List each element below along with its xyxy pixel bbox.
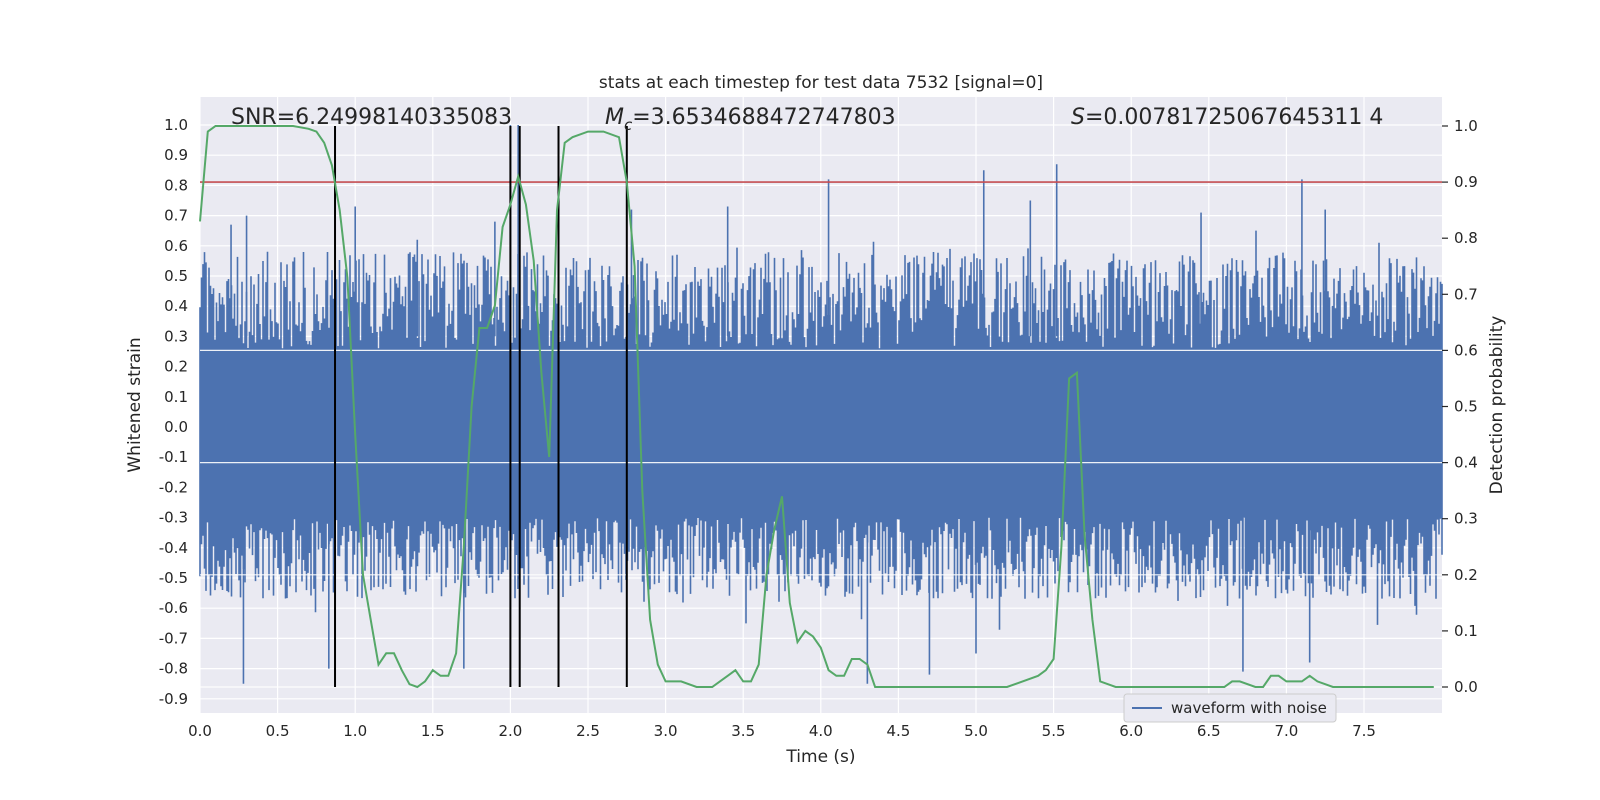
y-left-tick-label: 0.2 xyxy=(164,358,188,376)
detection-probability-series xyxy=(199,125,1434,689)
x-tick-label: 1.0 xyxy=(343,722,367,740)
y-left-tick-label: 0.9 xyxy=(164,146,188,164)
legend: waveform with noise xyxy=(1123,693,1337,723)
y-left-tick-label: -0.6 xyxy=(159,599,188,617)
y-left-tick-label: 0.7 xyxy=(164,207,188,225)
y-left-tick-label: -0.2 xyxy=(159,478,188,496)
y-right-tick-label: 0.8 xyxy=(1454,229,1478,247)
y-left-tick-label: -0.3 xyxy=(159,509,188,527)
mc-value: =3.6534688472747803 xyxy=(632,105,895,130)
y-right-tick-label: 0.3 xyxy=(1454,510,1478,528)
x-tick-label: 4.5 xyxy=(886,722,910,740)
x-tick-label: 3.5 xyxy=(731,722,755,740)
y-right-axis-label: Detection probability xyxy=(1487,316,1507,495)
y-left-tick-label: 0.8 xyxy=(164,176,188,194)
y-left-axis-label: Whitened strain xyxy=(125,337,145,472)
s-annotation: S=0.00781725067645311 4 xyxy=(1071,105,1383,130)
s-value: =0.00781725067645311 4 xyxy=(1085,105,1383,130)
x-axis-ticks: 0.0 0.5 1.0 1.5 2.0 2.5 3.0 3.5 4.0 4.5 5.0 5.5 6.0 6… xyxy=(188,722,1376,740)
mc-label: M xyxy=(605,105,624,130)
y-left-tick-label: 0.1 xyxy=(164,388,188,406)
x-tick-label: 7.0 xyxy=(1274,722,1298,740)
snr-label: SNR xyxy=(231,105,277,130)
y-right-tick-label: 0.7 xyxy=(1454,285,1478,303)
y-right-tick-label: 0.9 xyxy=(1454,173,1478,191)
x-tick-label: 2.0 xyxy=(498,722,522,740)
x-tick-label: 7.5 xyxy=(1352,722,1376,740)
waveform-core xyxy=(200,348,1442,518)
x-tick-label: 6.5 xyxy=(1197,722,1221,740)
s-label: S xyxy=(1071,105,1085,130)
y-right-axis-ticks: 1.0 0.9 0.8 0.7 0.6 0.5 0.4 0.3 0.2 0.1 0.0 xyxy=(1442,117,1478,696)
y-right-tick-label: 0.0 xyxy=(1454,678,1478,696)
y-left-tick-label: 0.0 xyxy=(164,418,188,436)
waveform-with-noise xyxy=(199,125,1443,688)
legend-label: waveform with noise xyxy=(1171,699,1327,717)
snr-annotation: SNR=6.24998140335083 xyxy=(231,105,512,130)
y-left-tick-label: 0.4 xyxy=(164,297,188,315)
y-left-tick-label: -0.7 xyxy=(159,629,188,647)
chirp-mass-annotation: Mc=3.6534688472747803 xyxy=(605,105,896,134)
y-left-tick-label: -0.4 xyxy=(159,539,188,557)
x-tick-label: 0.0 xyxy=(188,722,212,740)
y-right-tick-label: 0.6 xyxy=(1454,341,1478,359)
x-tick-label: 5.5 xyxy=(1042,722,1066,740)
mc-subscript: c xyxy=(624,116,633,134)
y-left-tick-label: 1.0 xyxy=(164,116,188,134)
y-left-tick-label: -0.9 xyxy=(159,690,188,708)
y-right-tick-label: 0.4 xyxy=(1454,454,1478,472)
y-left-tick-label: -0.5 xyxy=(159,569,188,587)
x-tick-label: 2.5 xyxy=(576,722,600,740)
detection-probability-line xyxy=(199,125,1434,689)
x-tick-label: 0.5 xyxy=(266,722,290,740)
y-left-tick-label: -0.1 xyxy=(159,448,188,466)
y-left-axis-ticks: 1.0 0.9 0.8 0.7 0.6 0.5 0.4 0.3 0.2 0.1 0.0 -0.1 -0.… xyxy=(159,116,188,708)
y-right-tick-label: 1.0 xyxy=(1454,117,1478,135)
legend-box xyxy=(1123,693,1337,723)
y-right-tick-label: 0.2 xyxy=(1454,566,1478,584)
snr-value: =6.24998140335083 xyxy=(277,105,512,130)
y-right-tick-label: 0.5 xyxy=(1454,398,1478,416)
x-tick-label: 4.0 xyxy=(809,722,833,740)
vertical-markers xyxy=(334,126,628,687)
x-axis-label: Time (s) xyxy=(785,747,855,767)
y-left-tick-label: 0.3 xyxy=(164,327,188,345)
x-tick-label: 3.0 xyxy=(654,722,678,740)
x-tick-label: 5.0 xyxy=(964,722,988,740)
y-right-tick-label: 0.1 xyxy=(1454,622,1478,640)
x-tick-label: 1.5 xyxy=(421,722,445,740)
y-left-tick-label: 0.5 xyxy=(164,267,188,285)
x-tick-label: 6.0 xyxy=(1119,722,1143,740)
y-left-tick-label: -0.8 xyxy=(159,660,188,678)
chart-title: stats at each timestep for test data 753… xyxy=(599,73,1043,93)
y-left-tick-label: 0.6 xyxy=(164,237,188,255)
